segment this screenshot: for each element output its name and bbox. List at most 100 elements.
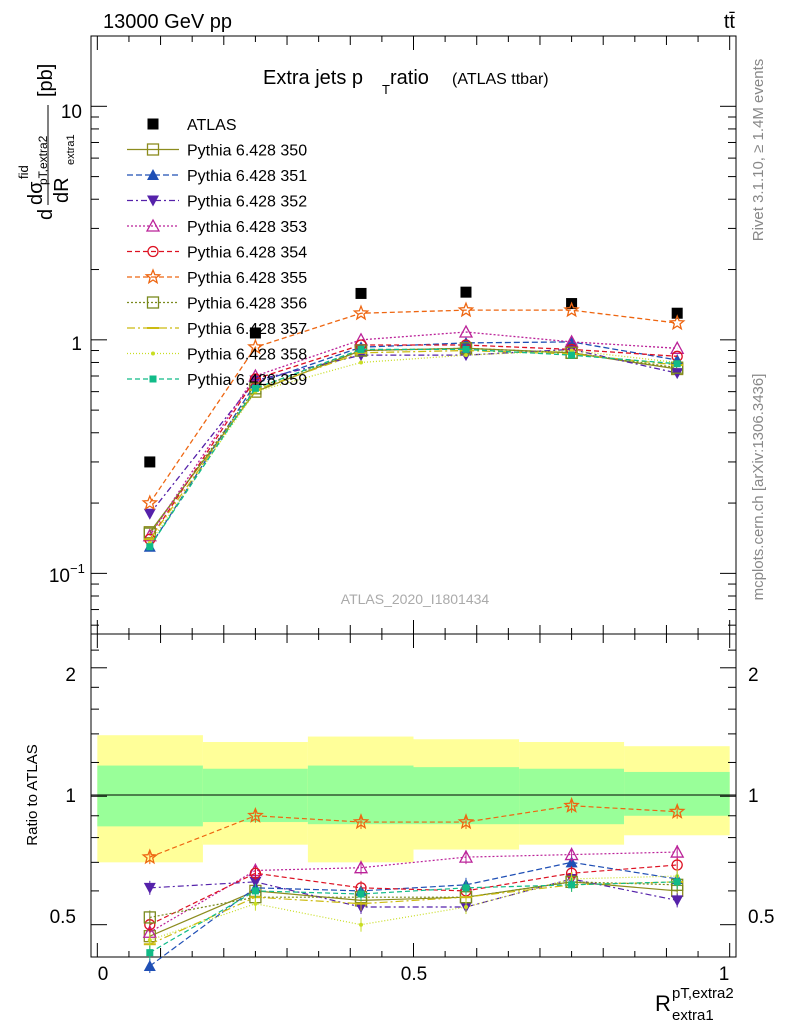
data-point — [146, 543, 154, 551]
legend-entry: Pythia 6.428 354 — [127, 245, 307, 262]
ratio-series-6 — [143, 874, 684, 925]
legend-marker — [147, 169, 159, 180]
legend-marker — [146, 296, 160, 309]
legend-entry: Pythia 6.428 355 — [127, 268, 307, 287]
series-line — [149, 349, 678, 544]
ratio-point — [568, 881, 576, 889]
ratio-line — [149, 805, 678, 858]
xtick-1: 1 — [719, 964, 730, 985]
data-point — [670, 340, 685, 354]
legend-marker — [151, 351, 155, 356]
legend-entry: Pythia 6.428 358 — [127, 347, 307, 364]
data-point — [463, 353, 468, 358]
ratio-series-4 — [144, 858, 683, 932]
main-ytick-0.1: 10 — [49, 566, 70, 587]
ratio-point — [352, 813, 370, 830]
data-point — [673, 360, 681, 368]
series-line — [149, 349, 678, 540]
ratio-point — [670, 844, 685, 858]
process-label: tt̄ — [724, 11, 736, 33]
svg-text:extra1: extra1 — [672, 1007, 714, 1024]
series-layer — [141, 286, 686, 974]
main-ytick-10: 10 — [61, 102, 82, 123]
series-6 — [141, 301, 686, 511]
x-axis-label: R pT,extra2 extra1 — [655, 985, 734, 1024]
ratio-point — [143, 882, 156, 894]
rivet-label: Rivet 3.1.10, ≥ 1.4M events — [750, 59, 767, 242]
main-ytick-exp: −1 — [70, 561, 85, 576]
legend-entry: ATLAS — [147, 117, 237, 134]
ratio-point — [251, 887, 259, 895]
ratio-point — [463, 905, 468, 910]
legend-label: Pythia 6.428 352 — [187, 194, 307, 211]
ratio-point — [143, 960, 156, 972]
legend-label: Pythia 6.428 357 — [187, 321, 307, 338]
ratio-line — [149, 875, 678, 941]
axis-ticks — [91, 35, 736, 957]
ratio-band-inner — [97, 765, 203, 827]
ratio-point — [671, 895, 684, 907]
ratio-point — [565, 856, 578, 868]
data-point — [668, 314, 686, 331]
ratio-series-8 — [147, 869, 680, 948]
legend-marker — [149, 375, 157, 383]
ratio-ytick-1: 1 — [65, 786, 76, 807]
series-2 — [143, 335, 684, 552]
series-line — [149, 331, 678, 537]
ratio-point — [359, 922, 364, 927]
svg-text:[pb]: [pb] — [35, 64, 57, 97]
ratio-line — [149, 881, 678, 954]
ratio-y-axis-label: Ratio to ATLAS — [24, 744, 41, 845]
legend: ATLAS Pythia 6.428 350 Pythia 6.428 351 Pyt… — [127, 117, 307, 389]
ratio-line — [149, 878, 678, 908]
legend-entry: Pythia 6.428 350 — [127, 143, 307, 160]
data-point — [144, 456, 156, 468]
series-line — [149, 344, 678, 540]
ratio-line — [149, 864, 678, 926]
legend-marker — [146, 143, 160, 156]
xtick-0: 0 — [98, 964, 109, 985]
ratio-line — [149, 881, 678, 919]
ratio-point — [146, 949, 154, 957]
ratio-point — [249, 876, 262, 888]
data-point — [460, 286, 472, 298]
legend-entry: Pythia 6.428 352 — [127, 194, 307, 211]
data-point — [251, 384, 259, 392]
legend-label: Pythia 6.428 355 — [187, 270, 307, 287]
ratio-point — [457, 813, 475, 830]
ratio-point — [668, 802, 686, 819]
data-point — [354, 344, 368, 357]
data-point — [569, 348, 574, 353]
data-point — [458, 324, 474, 338]
plot-title: Extra jets p T ratio (ATLAS ttbar) — [263, 67, 549, 97]
legend-label: Pythia 6.428 359 — [187, 372, 307, 389]
svg-text:ratio: ratio — [390, 67, 429, 89]
ratio-point — [249, 867, 262, 879]
data-point — [568, 351, 576, 359]
ratio-point — [357, 890, 365, 898]
ratio-ytick-1-right: 1 — [748, 786, 759, 807]
svg-text:fid: fid — [16, 165, 31, 179]
svg-text:d: d — [35, 209, 57, 220]
ratio-point — [563, 796, 580, 813]
ratio-series-0 — [143, 874, 684, 944]
svg-text:pT,extra2: pT,extra2 — [672, 985, 734, 1002]
series-5 — [144, 339, 683, 545]
legend-marker — [147, 245, 159, 258]
ratio-point — [673, 878, 681, 886]
legend-entry: Pythia 6.428 357 — [127, 321, 307, 338]
legend-entry: Pythia 6.428 353 — [127, 218, 307, 236]
ratio-line — [149, 851, 678, 933]
ratio-series-9 — [146, 874, 681, 960]
series-line — [149, 348, 678, 548]
data-point — [247, 338, 264, 355]
ratio-bands — [97, 735, 730, 863]
data-point — [143, 508, 156, 520]
ratio-ytick-2: 2 — [65, 665, 76, 686]
ratio-series-7 — [143, 874, 684, 952]
series-10 — [146, 345, 681, 551]
svg-text:pT,extra2: pT,extra2 — [36, 135, 50, 185]
svg-text:dR: dR — [51, 177, 73, 203]
ratio-point — [143, 911, 156, 924]
legend-label: Pythia 6.428 353 — [187, 219, 307, 236]
